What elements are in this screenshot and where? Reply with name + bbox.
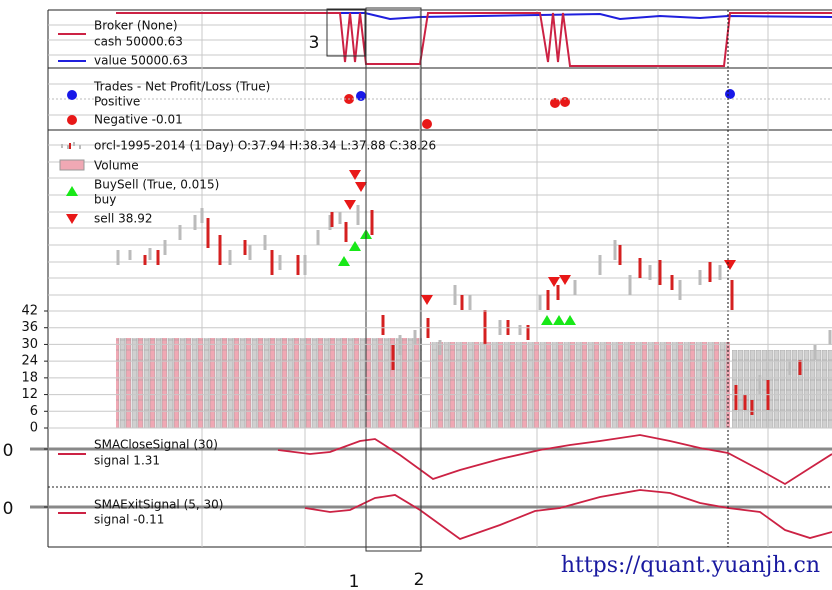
- volume-bars: [116, 338, 832, 428]
- legend-entry: orcl-1995-2014 (1 Day) O:37.94 H:38.34 L…: [94, 139, 436, 153]
- main-grid: [48, 24, 832, 296]
- highlight-box-1-2: [365, 7, 422, 552]
- y-tick-label: 12: [21, 387, 38, 402]
- y-tick-label: 0: [30, 421, 38, 436]
- broker-legend: Broker (None) cash 50000.63 value 50000.…: [58, 19, 188, 68]
- y-tick-label: 0: [3, 499, 14, 519]
- y-tick-label: 18: [21, 370, 38, 385]
- watermark-url: https://quant.yuanjh.cn: [561, 553, 820, 578]
- legend-entry: Volume: [94, 159, 139, 173]
- legend-title: BuySell (True, 0.015): [94, 178, 219, 192]
- legend-entry: cash 50000.63: [94, 35, 183, 49]
- highlight-box-3: [326, 8, 366, 57]
- price-legend: orcl-1995-2014 (1 Day) O:37.94 H:38.34 L…: [59, 139, 436, 226]
- trade-markers: [344, 89, 735, 129]
- legend-entry: Positive: [94, 95, 140, 109]
- y-tick-label: 0: [3, 441, 14, 461]
- buy-markers: [338, 229, 576, 325]
- legend-title: Trades - Net Profit/Loss (True): [93, 80, 270, 94]
- sma-close-line: [277, 434, 832, 486]
- legend-entry: sell 38.92: [94, 212, 152, 226]
- y-tick-label: 42: [21, 304, 38, 319]
- y-tick-label: 36: [21, 320, 38, 335]
- sell-markers: [344, 170, 736, 305]
- legend-title: SMAExitSignal (5, 30): [94, 498, 223, 512]
- y-tick-label: 6: [30, 404, 38, 419]
- legend-entry: buy: [94, 193, 116, 207]
- value-line: [116, 12, 832, 21]
- legend-title: SMACloseSignal (30): [94, 438, 218, 452]
- legend-entry: signal -0.11: [94, 513, 164, 527]
- annotation: 3: [309, 33, 320, 53]
- legend-entry: signal 1.31: [94, 454, 160, 468]
- legend-entry: Negative -0.01: [94, 113, 183, 127]
- y-tick-label: 24: [21, 354, 38, 369]
- y-tick-label: 30: [21, 337, 38, 352]
- price-bars-down: [143, 210, 802, 415]
- annotation: 2: [414, 570, 425, 590]
- legend-entry: value 50000.63: [94, 54, 188, 68]
- annotation: 1: [349, 572, 360, 590]
- sma-close-legend: SMACloseSignal (30) signal 1.31: [58, 438, 218, 468]
- trades-legend: Trades - Net Profit/Loss (True) Positive…: [67, 80, 270, 127]
- sma-exit-legend: SMAExitSignal (5, 30) signal -0.11: [58, 498, 223, 527]
- price-bars: [116, 205, 832, 395]
- sma-exit-line: [304, 489, 832, 541]
- legend-title: Broker (None): [94, 19, 178, 33]
- cash-line: [116, 12, 832, 67]
